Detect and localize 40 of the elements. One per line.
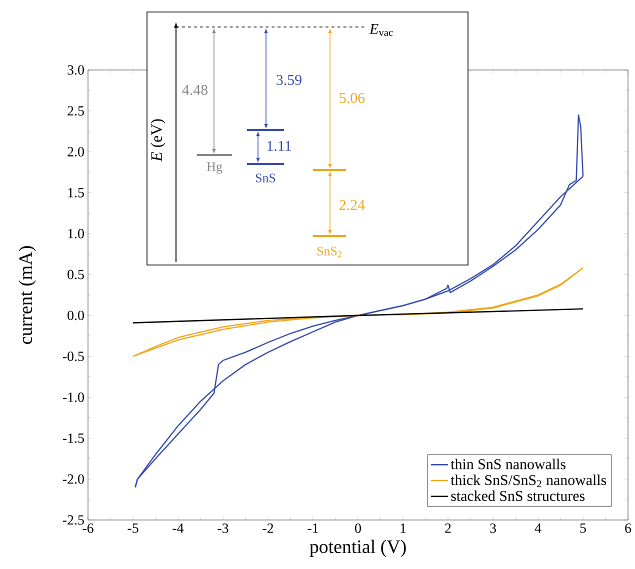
x-tick-label: -3 xyxy=(218,524,228,533)
annotation: 2.24 xyxy=(340,200,365,210)
annotation: 5.06 xyxy=(340,92,365,104)
y-tick-label: -1.0 xyxy=(62,392,84,402)
y-tick-label: 1.0 xyxy=(68,228,84,238)
x-tick-label: 4 xyxy=(534,524,542,533)
annotation: 3.59 xyxy=(276,74,302,86)
legend-label: thick SnS/SnS$_{2}$ nanowalls xyxy=(450,474,606,488)
annotation: 4.48 xyxy=(182,84,208,96)
y-tick-label: 0.5 xyxy=(68,270,84,280)
x-tick-label: -6 xyxy=(82,524,94,533)
y-tick-label: 2.5 xyxy=(68,106,84,116)
y-tick-label: -0.5 xyxy=(62,352,84,362)
legend-label: stacked SnS structures xyxy=(451,490,585,501)
x-tick-label: -4 xyxy=(172,524,184,533)
category-label: SnS xyxy=(256,174,276,182)
y-tick-label: 3.0 xyxy=(68,65,84,75)
text: E (eV) xyxy=(150,119,166,162)
category-label: Hg xyxy=(206,162,222,174)
y-tick-label: -2.5 xyxy=(62,515,84,525)
x-tick-label: -2 xyxy=(262,524,274,533)
y-tick-label: -2.0 xyxy=(62,474,84,484)
y-tick-label: 2.0 xyxy=(68,147,84,157)
x-tick-label: 2 xyxy=(445,524,451,533)
y-tick-label: 0.0 xyxy=(68,310,84,320)
category-label: SnS$_{2}$ xyxy=(317,246,342,258)
legend-label: thin SnS nanowalls xyxy=(450,458,566,470)
y-axis-title: current (mA) xyxy=(18,246,36,344)
x-tick-label: 6 xyxy=(625,524,632,533)
x-tick-label: -5 xyxy=(128,524,138,533)
text: E$_{vac}$ xyxy=(369,24,393,36)
annotation: 1.11 xyxy=(268,140,291,152)
x-axis-title: potential (V) xyxy=(310,540,406,557)
y-tick-label: -1.5 xyxy=(62,433,84,443)
x-tick-label: 0 xyxy=(355,524,361,533)
x-tick-label: 1 xyxy=(400,524,406,533)
x-tick-label: -1 xyxy=(308,524,318,533)
y-tick-label: 1.5 xyxy=(68,188,84,198)
x-tick-label: 3 xyxy=(490,524,496,533)
x-tick-label: 5 xyxy=(580,524,586,533)
